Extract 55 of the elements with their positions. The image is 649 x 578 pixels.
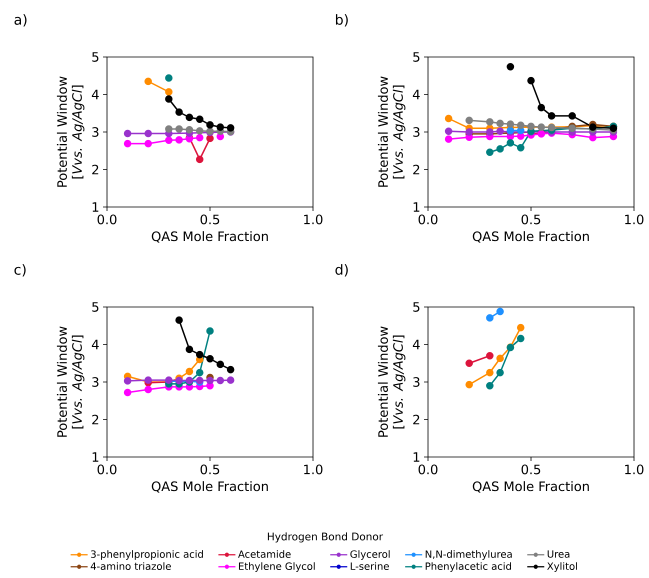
y-tick-label: 3: [92, 377, 98, 387]
y-tick-label: 3: [92, 127, 98, 137]
y-tick-label: 2: [413, 164, 420, 174]
legend-label: Ethylene Glycol: [238, 562, 315, 572]
chart-title: a): [14, 14, 27, 27]
legend-label: 4-amino triazole: [90, 562, 171, 570]
x-tick-label: 0.5: [200, 214, 220, 224]
x-tick-label: 0.5: [522, 214, 540, 224]
chart-title: d): [335, 264, 348, 277]
y-tick-label: 5: [92, 52, 98, 62]
y-axis-title: Potential Window [Vvs. Ag/AgCl]: [378, 326, 406, 437]
legend-label: 3-phenylpropionic acid: [91, 550, 203, 560]
x-tick-label: 0.0: [418, 464, 438, 474]
legend-label: Acetamide: [238, 550, 291, 558]
y-tick-label: 4: [92, 90, 99, 100]
legend-title: Hydrogen Bond Donor: [268, 532, 384, 542]
legend-label: Phenylacetic acid: [426, 562, 511, 572]
x-tick-label: 0.5: [522, 464, 540, 474]
x-axis-title: QAS Mole Fraction: [152, 481, 268, 493]
y-axis-title: Potential Window [Vvs. Ag/AgCl]: [56, 326, 84, 437]
y-tick-label: 4: [412, 90, 420, 100]
x-tick-label: 1.0: [304, 464, 322, 474]
legend-label: Urea: [548, 550, 570, 558]
x-tick-label: 1.0: [304, 214, 322, 224]
x-tick-label: 1.0: [625, 464, 644, 474]
legend-label: Glycerol: [350, 550, 390, 560]
y-tick-label: 5: [413, 302, 420, 312]
y-tick-label: 3: [413, 377, 420, 387]
y-tick-label: 1: [92, 202, 98, 212]
x-tick-label: 0.0: [98, 464, 116, 474]
y-tick-label: 5: [413, 52, 420, 62]
y-tick-label: 5: [92, 302, 98, 312]
y-tick-label: 3: [413, 127, 420, 137]
y-tick-label: 2: [92, 164, 98, 174]
y-axis-title: Potential Window [Vvs. Ag/AgCl]: [378, 76, 406, 187]
y-tick-label: 1: [414, 202, 420, 212]
y-tick-label: 4: [92, 340, 99, 350]
y-tick-label: 1: [414, 452, 420, 462]
x-axis-title: QAS Mole Fraction: [152, 231, 268, 243]
legend-label: N,N-dimethylurea: [426, 550, 512, 560]
x-tick-label: 1.0: [625, 214, 644, 224]
chart-title: c): [14, 264, 26, 277]
x-tick-label: 0.0: [418, 214, 438, 224]
y-tick-label: 2: [92, 414, 98, 424]
legend-label: Xylitol: [547, 562, 577, 572]
x-tick-label: 0.5: [200, 464, 220, 474]
y-tick-label: 1: [92, 452, 98, 462]
y-tick-label: 4: [412, 340, 420, 350]
y-tick-label: 2: [413, 414, 420, 424]
x-axis-title: QAS Mole Fraction: [472, 481, 589, 493]
legend-label: L-serine: [350, 562, 389, 570]
chart-title: b): [336, 14, 348, 27]
x-axis-title: QAS Mole Fraction: [472, 231, 589, 243]
x-tick-label: 0.0: [98, 214, 116, 224]
y-axis-title: Potential Window [Vvs. Ag/AgCl]: [56, 76, 84, 187]
